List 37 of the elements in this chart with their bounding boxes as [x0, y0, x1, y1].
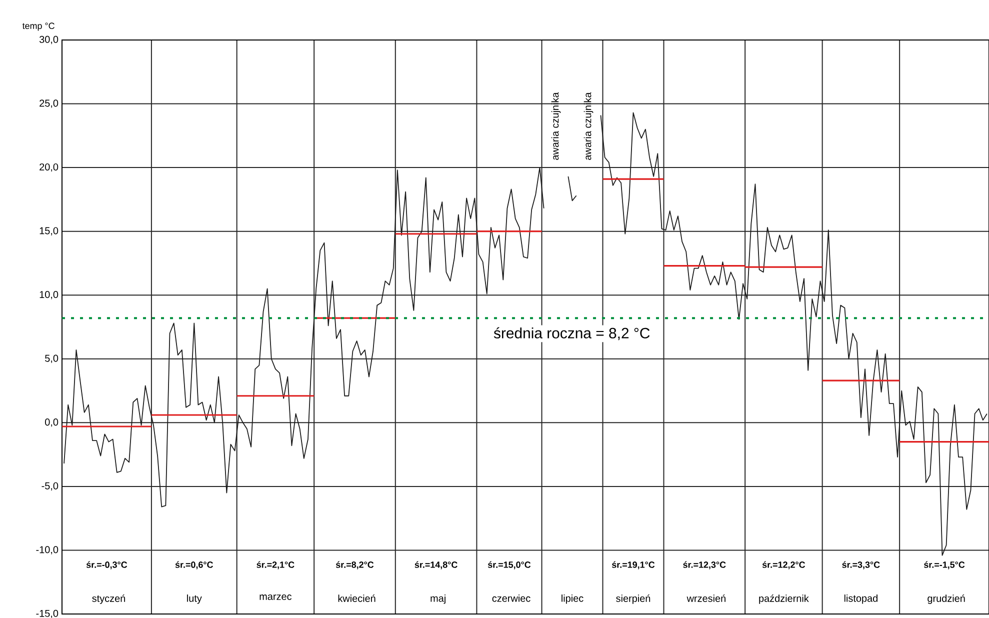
y-tick-label: 15,0 — [40, 227, 58, 236]
y-tick-label: -15,0 — [36, 610, 58, 618]
y-tick-label: -10,0 — [36, 546, 58, 554]
annotation: śr.=3,3°C — [842, 561, 880, 570]
annotation: śr.=12,2°C — [762, 561, 806, 570]
x-tick-label: styczeń — [92, 594, 126, 604]
annotation: śr.=-0,3°C — [86, 561, 128, 570]
x-tick-label: czerwiec — [492, 594, 530, 602]
annotation: śr.=2,1°C — [256, 561, 294, 570]
annotation: śr.=14,8°C — [414, 561, 458, 570]
y-tick-label: 20,0 — [40, 163, 58, 172]
y-axis-title: temp °C — [22, 22, 54, 31]
annotation: awaria czujnika — [584, 92, 594, 160]
x-tick-label: grudzień — [928, 594, 965, 604]
y-tick-label: 30,0 — [39, 36, 58, 44]
x-tick-label: listopad — [844, 594, 878, 604]
y-tick-label: 0,0 — [45, 418, 58, 427]
x-tick-label: marzec — [260, 594, 292, 600]
x-tick-label: luty — [187, 594, 202, 604]
annotation: śr.=19,1°C — [612, 561, 655, 570]
y-tick-label: -5,0 — [42, 482, 58, 491]
annotation: śr.=12,3°C — [683, 561, 726, 570]
annotation: śr.=0,6°C — [175, 561, 214, 570]
annotation: śr.=8,2°C — [336, 561, 374, 570]
x-tick-label: lipiec — [562, 594, 584, 604]
y-tick-label: 25,0 — [40, 100, 58, 108]
annotation: śr.=-1,5°C — [924, 561, 965, 570]
y-tick-label: 5,0 — [45, 354, 58, 364]
x-tick-label: kwiecień — [338, 594, 376, 602]
x-tick-label: sierpień — [616, 594, 650, 604]
ref-line-label: średnia roczna = 8,2 °C — [494, 327, 650, 340]
x-tick-label: październik — [759, 594, 809, 604]
y-tick-label: 10,0 — [40, 290, 58, 300]
annotation: śr.=15,0°C — [488, 561, 531, 570]
x-tick-label: wrzesień — [686, 594, 726, 602]
x-tick-label: maj — [430, 594, 446, 604]
annotation: awaria czujnika — [551, 92, 561, 160]
